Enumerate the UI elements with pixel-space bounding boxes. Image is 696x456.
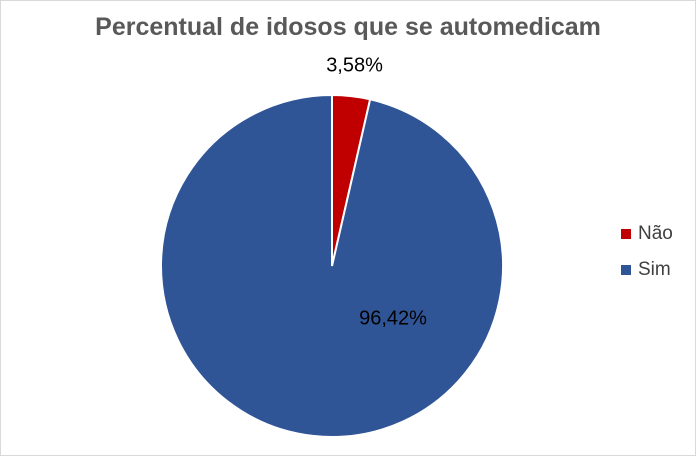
legend-swatch-sim [621,265,631,275]
legend: Não Sim [621,221,673,293]
legend-label-nao: Não [638,223,673,244]
legend-swatch-nao [621,229,631,239]
legend-label-sim: Sim [638,259,671,280]
legend-item-nao: Não [621,221,673,247]
chart-title: Percentual de idosos que se automedicam [95,13,601,41]
legend-item-sim: Sim [621,257,673,283]
data-label-nao: 3,58% [326,55,383,77]
data-label-sim: 96,42% [359,307,427,329]
pie-slice-sim [160,93,504,438]
